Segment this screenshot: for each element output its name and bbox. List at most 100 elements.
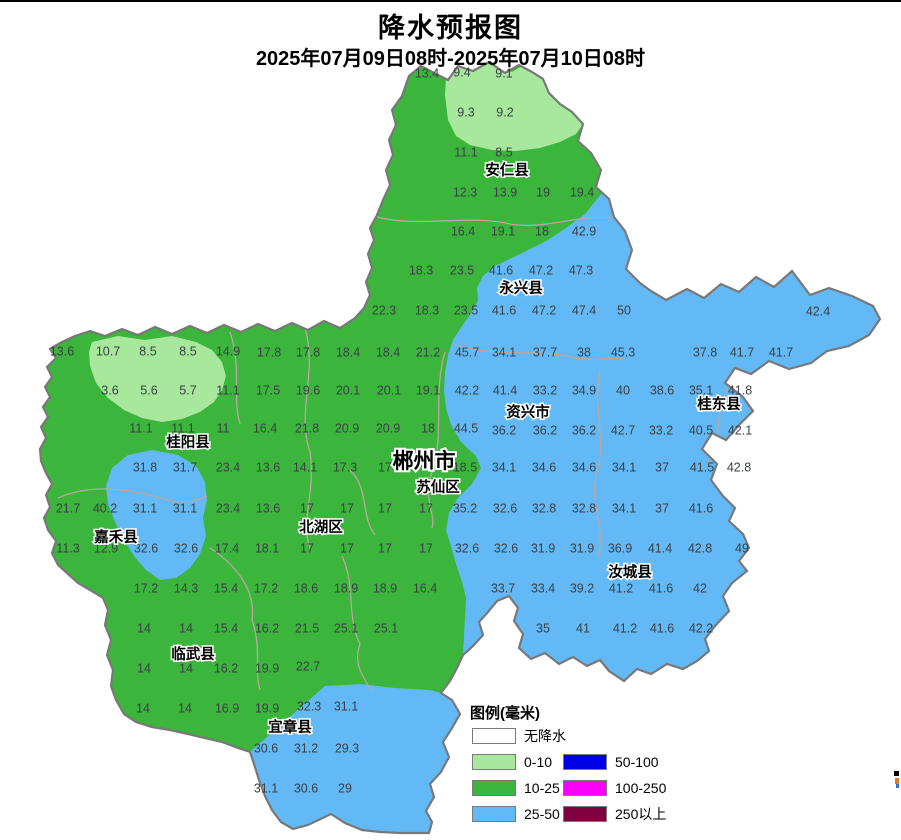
region-label: 永兴县 (498, 279, 543, 297)
rain-value: 34.1 (612, 461, 636, 475)
region-label: 宜章县 (268, 718, 312, 736)
rain-value: 42.2 (455, 384, 479, 398)
rain-value: 14.9 (216, 345, 240, 359)
rain-value: 21.2 (416, 346, 440, 360)
rain-value: 34.1 (492, 346, 516, 360)
rain-value: 13.9 (493, 186, 517, 200)
rain-value: 9.4 (453, 66, 470, 80)
rain-value: 9.2 (496, 106, 513, 120)
rain-value: 12.9 (94, 542, 118, 556)
rain-value: 20.9 (376, 422, 400, 436)
rain-value: 41.4 (648, 542, 672, 556)
rain-value: 16.4 (451, 225, 475, 239)
rain-value: 25.1 (374, 622, 398, 636)
page-title: 降水预报图 (378, 13, 523, 43)
county-borders (57, 216, 732, 693)
rain-value: 17.8 (257, 346, 281, 360)
legend-label: 250以上 (615, 806, 667, 822)
rain-value: 18 (535, 225, 549, 239)
rain-value: 17 (378, 542, 392, 556)
rain-value: 18 (421, 422, 435, 436)
rain-value: 32.6 (493, 502, 517, 516)
rain-value: 12.3 (453, 186, 477, 200)
rain-value: 32.6 (494, 542, 518, 556)
rain-value: 41.4 (493, 384, 517, 398)
rain-value: 17.4 (215, 542, 239, 556)
rain-value: 40.5 (689, 424, 713, 438)
rain-value: 42.7 (611, 424, 635, 438)
rain-value: 35.1 (689, 384, 713, 398)
rain-value: 11.1 (216, 384, 239, 398)
zone-light-green-west (89, 336, 226, 422)
rain-value: 22.7 (296, 660, 320, 674)
rain-value: 18.6 (294, 582, 318, 596)
legend-label: 0-10 (524, 754, 553, 770)
rain-value: 31.9 (570, 542, 594, 556)
rain-value: 14 (136, 702, 150, 716)
rain-value: 21.7 (56, 502, 80, 516)
rain-value: 45.3 (611, 346, 635, 360)
rain-value: 18.4 (336, 346, 360, 360)
rain-value: 19.9 (255, 702, 279, 716)
rain-value: 3.6 (101, 384, 118, 398)
rain-value: 31.1 (334, 700, 358, 714)
rain-value: 31.8 (133, 461, 157, 475)
rain-value: 30.6 (254, 742, 278, 756)
rain-value: 17.2 (254, 582, 278, 596)
rain-value: 11.1 (454, 146, 477, 160)
region-label: 苏仙区 (416, 478, 460, 496)
rain-value: 20.9 (335, 422, 359, 436)
rain-value: 42.8 (727, 461, 751, 475)
rain-value: 47.2 (532, 304, 556, 318)
legend-label: 无降水 (524, 728, 566, 744)
rain-value: 11.3 (56, 542, 79, 556)
rain-value: 11 (217, 422, 230, 436)
rain-value: 17 (300, 542, 314, 556)
region-label: 汝城县 (608, 563, 652, 581)
rain-value: 40 (616, 384, 630, 398)
legend: 图例(毫米) 无降水 0-10 10-25 25-50 50-100 100-250 250… (462, 700, 712, 830)
rain-value: 31.9 (531, 542, 555, 556)
rain-value: 5.6 (140, 384, 157, 398)
rain-value: 17 (300, 502, 314, 516)
rain-value: 17 (419, 502, 433, 516)
rain-value: 17 (378, 502, 392, 516)
rain-value: 47.3 (569, 264, 593, 278)
rain-value: 17 (340, 502, 354, 516)
rain-value: 21.5 (295, 622, 319, 636)
rain-value: 47.2 (529, 264, 553, 278)
rain-value: 16.2 (214, 662, 238, 676)
rain-value: 22.3 (372, 304, 396, 318)
rain-value: 42 (693, 582, 707, 596)
rain-value: 18.3 (409, 264, 433, 278)
legend-swatch (563, 754, 607, 770)
rain-value: 37 (655, 461, 669, 475)
rain-value: 50 (617, 304, 631, 318)
rain-value: 14 (137, 662, 151, 676)
rain-value: 18.9 (373, 582, 397, 596)
legend-label: 50-100 (615, 754, 659, 770)
rain-value: 17.3 (333, 461, 357, 475)
rain-value: 36.2 (572, 424, 596, 438)
rain-value: 38.6 (650, 384, 674, 398)
rain-value: 17 (419, 542, 433, 556)
region-label: 郴州市 (393, 449, 456, 473)
rain-value: 41.7 (769, 346, 793, 360)
rain-value: 32.8 (572, 502, 596, 516)
edge-artifact (893, 771, 900, 789)
rain-value: 33.2 (533, 384, 557, 398)
rain-value: 34.1 (612, 502, 636, 516)
rain-value: 23.5 (454, 304, 478, 318)
rain-value: 32.6 (134, 542, 158, 556)
rainfall-values: 13.4 9.4 9.1 9.3 9.2 11.1 8.5 12.3 13.9 19 19.4 16.… (50, 66, 830, 796)
rain-value: 41.2 (613, 622, 637, 636)
rain-value: 41.6 (489, 264, 513, 278)
region-label: 北湖区 (299, 519, 343, 536)
rain-value: 40.2 (93, 502, 117, 516)
legend-label: 10-25 (524, 780, 560, 796)
rain-value: 15.4 (214, 582, 238, 596)
rain-value: 49 (735, 542, 749, 556)
rain-value: 34.9 (572, 384, 596, 398)
